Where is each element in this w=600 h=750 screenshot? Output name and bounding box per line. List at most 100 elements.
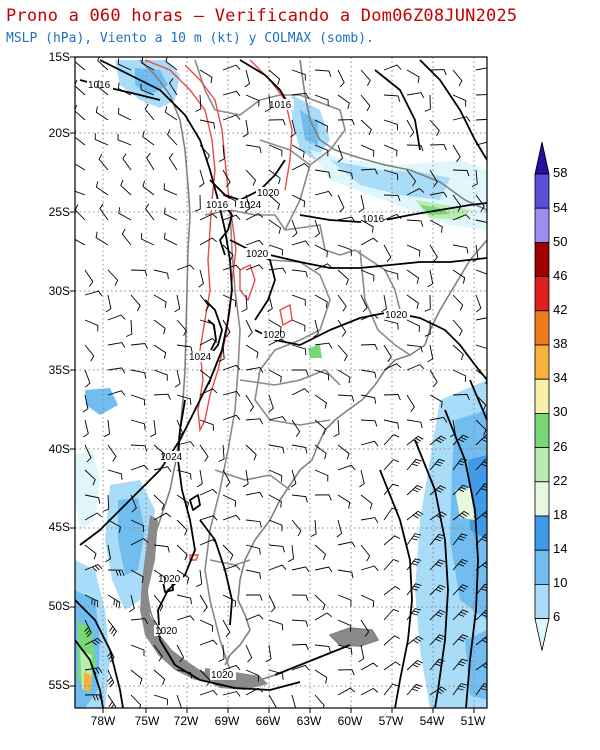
wind-barb [199,69,213,84]
wind-barb [83,419,89,438]
wind-barb [475,344,487,349]
wind-barb [130,644,145,657]
wind-barb [429,369,438,387]
wind-barb [245,344,259,359]
wind-barb [429,511,447,521]
wind-barb [452,144,461,162]
wind-barb [268,267,287,274]
wind-barb [174,294,181,313]
wind-barb [429,416,448,423]
isobar-label: 1016 [206,200,229,211]
isobar-label: 1020 [155,626,178,637]
wind-barb [84,494,101,504]
wind-barb [176,319,187,336]
colorbar-label-30: 30 [553,404,568,419]
wind-barb [406,269,420,284]
wind-barb [291,344,307,356]
wind-barb [406,294,419,310]
wind-barb [107,342,126,348]
wind-barb [290,119,296,138]
wind-barb [153,544,170,553]
lon-label-75w: 75W [134,714,160,728]
colorbar-label-54: 54 [553,200,568,215]
colorbar-label-34: 34 [553,370,568,385]
wind-barb [107,269,119,286]
wind-barb [107,469,123,480]
wind-barb [84,512,103,521]
wind-barb [406,69,420,83]
wind-barb [291,419,301,437]
wind-barb [153,512,172,521]
wind-barb [337,69,345,88]
wind-barb [142,130,155,146]
wind-barb [153,569,167,584]
wind-barb [268,544,285,553]
wind-barb [429,686,447,696]
wind-barb [383,683,399,696]
wind-barb [337,594,352,607]
wind-barb [130,694,142,708]
wind-barb [291,240,310,246]
isobar-label: 1024 [189,352,212,363]
wind-barb [95,106,109,121]
wind-barb [314,69,332,77]
wind-barb [314,119,328,133]
wind-barb [245,687,264,696]
wind-barb [310,519,317,538]
wind-barb [153,369,168,381]
isobar-label: 1024 [239,200,262,211]
wind-barb [406,364,425,371]
lat-label-35s: 35S [48,363,70,377]
wind-barb [452,683,468,696]
wind-barb [314,444,327,460]
lon-label-60w: 60W [337,714,363,728]
wind-barb [314,369,330,381]
wind-barb [314,419,327,435]
chart-subtitle: MSLP (hPa), Viento a 10 m (kt) y COLMAX … [6,31,374,46]
wind-barb [475,394,487,411]
wind-barb [198,269,205,288]
wind-barb [84,344,95,362]
lon-label-51w: 51W [460,714,486,728]
wind-barb [337,444,350,460]
wind-barb [314,694,325,708]
wind-barb [383,459,400,471]
wind-barb [153,319,166,335]
wind-barb [107,390,126,396]
wind-barb [268,119,286,126]
wind-barb [218,444,225,463]
wind-barb [105,544,111,563]
lat-label-30s: 30S [48,284,70,298]
wind-barb [360,313,379,321]
wind-barb [196,569,203,588]
wind-barb [383,363,402,371]
wind-barb [120,179,132,196]
wind-barb [245,144,262,154]
wind-barb [424,94,431,112]
wind-barb [429,144,447,151]
wind-barb [176,494,190,509]
wind-barb [452,319,463,337]
wind-barb [268,338,287,346]
wind-barb [314,469,329,482]
lon-label-72w: 72W [173,714,199,728]
wind-barb [107,519,121,533]
wind-barb [222,194,237,207]
lat-label-40s: 40S [48,442,70,456]
wind-barb [199,294,210,312]
colorbar-segment [534,447,550,483]
isobar-labels: 1016 1016 1016 1016 1020 1024 1020 1020 … [87,79,410,681]
wind-barb [140,232,155,246]
wind-barb [245,264,264,271]
wind-barb [291,269,308,278]
wind-barb [337,319,347,337]
wind-barb [222,494,237,508]
wind-barb [245,169,257,186]
lat-label-45s: 45S [48,520,70,534]
wind-barb [222,264,241,271]
wind-barb [452,116,471,122]
wind-barb [314,294,328,308]
wind-barb [337,569,354,579]
wind-barb [383,419,400,429]
